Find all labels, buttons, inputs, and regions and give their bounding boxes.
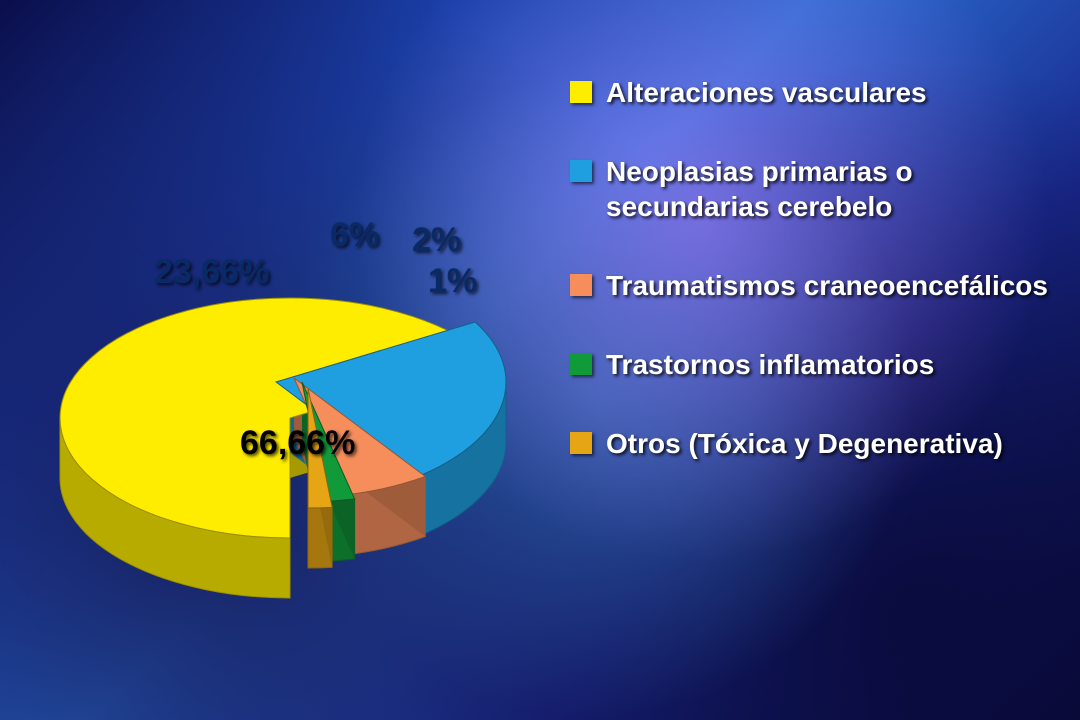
slide-stage: 66,66% 23,66% 6% 2%1% Alteraciones vascular… <box>0 0 1080 720</box>
data-label-otros: 1% <box>428 262 477 301</box>
legend-label-traumatismos: Traumatismos craneoencefálicos <box>606 268 1048 303</box>
data-label-traumatismos: 6% <box>330 216 379 255</box>
legend-label-neoplasias: Neoplasias primarias o secundarias cereb… <box>606 154 1050 224</box>
legend-swatch-vascular <box>570 81 592 103</box>
legend: Alteraciones vasculares Neoplasias primar… <box>570 75 1050 505</box>
legend-item-vascular: Alteraciones vasculares <box>570 75 1050 110</box>
data-label-neoplasias: 23,66% <box>154 253 269 292</box>
legend-item-otros: Otros (Tóxica y Degenerativa) <box>570 426 1050 461</box>
legend-item-neoplasias: Neoplasias primarias o secundarias cereb… <box>570 154 1050 224</box>
legend-label-vascular: Alteraciones vasculares <box>606 75 927 110</box>
legend-label-otros: Otros (Tóxica y Degenerativa) <box>606 426 1003 461</box>
legend-swatch-traumatismos <box>570 274 592 296</box>
legend-item-inflamatorios: Trastornos inflamatorios <box>570 347 1050 382</box>
data-label-inflamatorios: 2% <box>412 221 461 260</box>
data-label-vascular: 66,66% <box>240 424 355 463</box>
legend-label-inflamatorios: Trastornos inflamatorios <box>606 347 934 382</box>
legend-item-traumatismos: Traumatismos craneoencefálicos <box>570 268 1050 303</box>
legend-swatch-otros <box>570 432 592 454</box>
legend-swatch-inflamatorios <box>570 353 592 375</box>
legend-swatch-neoplasias <box>570 160 592 182</box>
